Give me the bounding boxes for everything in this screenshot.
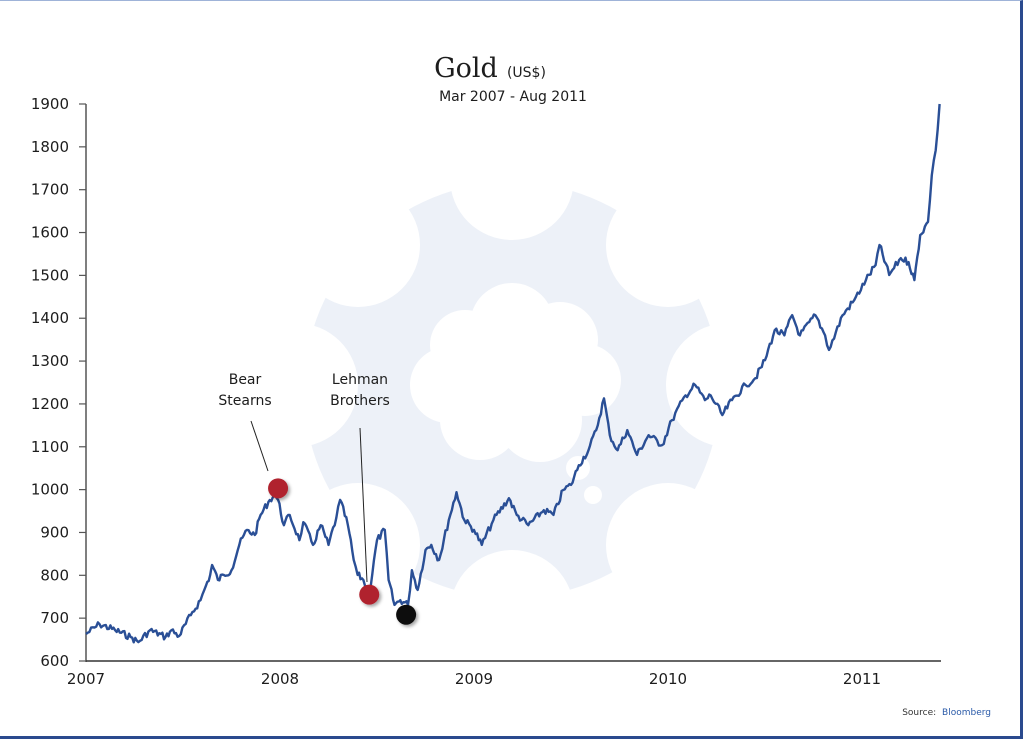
x-tick-label: 2009	[455, 670, 493, 688]
bear-stearns-label-line1: Bear	[229, 372, 262, 388]
source-prefix: Source:	[902, 708, 936, 718]
y-tick-label: 1300	[31, 352, 69, 370]
y-tick-label: 1900	[31, 95, 69, 113]
watermark-gear-icon	[234, 116, 790, 674]
lehman-brothers-marker	[359, 584, 380, 605]
annotations: Bear Stearns Lehman Brothers	[218, 372, 390, 583]
x-ticks: 2007 2008 2009 2010 2011	[67, 670, 881, 688]
series-line-gold	[85, 103, 941, 644]
source-name: Bloomberg	[942, 708, 991, 718]
y-tick-label: 1200	[31, 395, 69, 413]
y-tick-label: 1800	[31, 138, 69, 156]
y-ticks: 600 700 800 900 1000 1100 1200 1300 1400 1500 1600…	[31, 95, 86, 670]
chart-title: Gold (US$)	[434, 53, 546, 84]
y-tick-label: 1600	[31, 224, 69, 242]
lehman-label-line2: Brothers	[330, 393, 390, 409]
y-tick-label: 1000	[31, 481, 69, 499]
lehman-label-line1: Lehman	[332, 372, 388, 388]
bear-stearns-marker	[268, 478, 289, 499]
x-tick-label: 2008	[261, 670, 299, 688]
y-tick-label: 600	[40, 652, 69, 670]
source-note: Source: Bloomberg	[902, 708, 991, 718]
y-tick-label: 1400	[31, 309, 69, 327]
y-tick-label: 1700	[31, 181, 69, 199]
x-tick-label: 2010	[649, 670, 687, 688]
lehman-leader-line	[359, 427, 368, 583]
chart-subtitle: Mar 2007 - Aug 2011	[439, 89, 587, 105]
watermark-cloud-icon	[410, 283, 621, 504]
market-low-marker	[396, 604, 417, 625]
bear-stearns-leader-line	[250, 420, 269, 472]
series-group	[85, 103, 941, 644]
y-tick-label: 900	[40, 523, 69, 541]
chart-title-unit: (US$)	[507, 65, 546, 81]
x-tick-label: 2007	[67, 670, 105, 688]
y-tick-label: 800	[40, 566, 69, 584]
event-markers	[268, 478, 417, 625]
bear-stearns-label-line2: Stearns	[218, 393, 271, 409]
y-tick-label: 1100	[31, 438, 69, 456]
chart-title-main: Gold	[434, 53, 498, 84]
y-tick-label: 700	[40, 609, 69, 627]
y-tick-label: 1500	[31, 266, 69, 284]
x-tick-label: 2011	[843, 670, 881, 688]
